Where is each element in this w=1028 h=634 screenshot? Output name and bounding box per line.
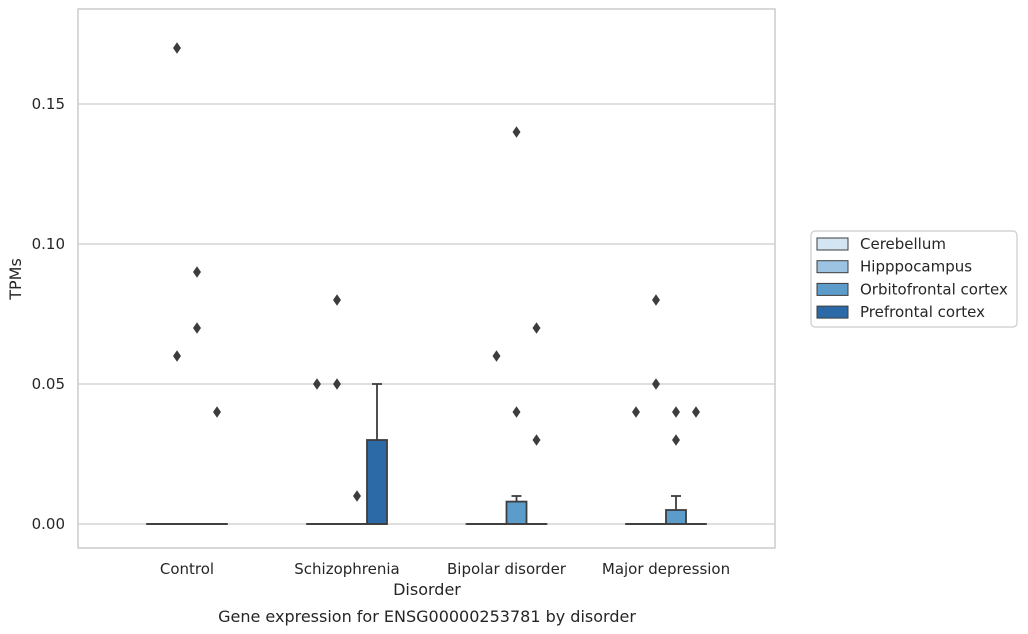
legend: Cerebellum Hipppocampus Orbitofrontal cort… <box>810 230 1018 328</box>
legend-label: Prefrontal cortex <box>860 303 985 321</box>
x-tick-label: Schizophrenia <box>294 560 399 578</box>
x-axis-label: Disorder <box>393 580 461 599</box>
outlier-point <box>173 42 181 54</box>
outlier-point <box>333 294 341 306</box>
y-tick-label: 0.15 <box>32 95 65 113</box>
outlier-point <box>652 378 660 390</box>
outlier-point <box>632 406 640 418</box>
outlier-point <box>532 434 541 446</box>
legend-swatch <box>816 260 849 274</box>
outlier-point <box>512 406 521 418</box>
y-tick-label: 0.05 <box>32 375 65 393</box>
y-tick-label: 0.00 <box>32 515 65 533</box>
x-tick-label: Major depression <box>602 560 730 578</box>
outlier-point <box>672 434 680 446</box>
x-tick-label: Control <box>160 560 214 578</box>
legend-swatch <box>816 237 849 251</box>
outlier-point <box>692 406 700 418</box>
outlier-points <box>173 42 700 502</box>
outlier-point <box>313 378 321 390</box>
outlier-point <box>193 322 201 334</box>
outlier-point <box>353 490 361 502</box>
legend-label: Cerebellum <box>860 235 946 253</box>
y-tick-label: 0.10 <box>32 235 65 253</box>
box <box>665 509 687 525</box>
y-axis-label: TPMs <box>6 258 25 301</box>
outlier-point <box>532 322 541 334</box>
legend-label: Hipppocampus <box>860 258 972 276</box>
outlier-point <box>652 294 660 306</box>
legend-label: Orbitofrontal cortex <box>860 280 1008 298</box>
y-tick-labels: 0.000.050.100.150.200.250.300.35 <box>32 95 65 533</box>
box <box>505 500 528 525</box>
legend-swatch <box>816 282 849 296</box>
chart-caption: Gene expression for ENSG00000253781 by d… <box>218 607 636 626</box>
outlier-point <box>672 406 680 418</box>
outlier-point <box>333 378 341 390</box>
outlier-point <box>193 266 201 278</box>
outlier-point <box>512 126 521 138</box>
outlier-point <box>492 350 501 362</box>
x-tick-label: Bipolar disorder <box>447 560 567 578</box>
plot-frame <box>77 8 776 549</box>
outlier-point <box>213 406 221 418</box>
legend-frame <box>810 230 1018 328</box>
x-tick-labels: Control Schizophrenia Bipolar disorder Majo… <box>160 560 730 578</box>
box <box>366 439 388 525</box>
outlier-point <box>173 350 181 362</box>
box-plot-marks <box>146 383 707 525</box>
legend-swatch <box>816 305 849 319</box>
